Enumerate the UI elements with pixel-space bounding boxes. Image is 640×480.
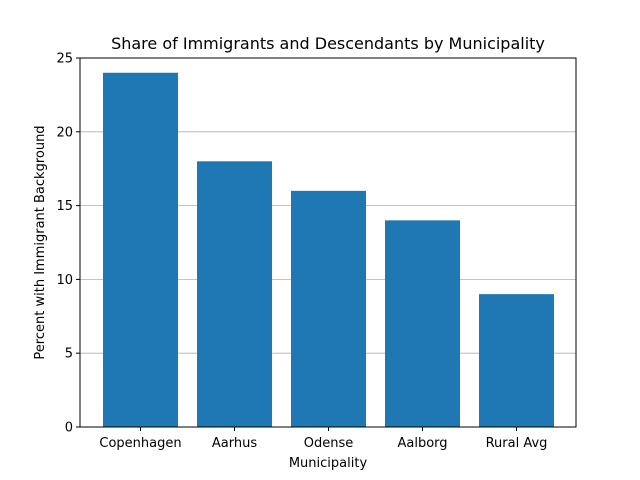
y-tick-label: 15 — [56, 199, 73, 214]
bar — [291, 190, 366, 427]
x-tick-label: Aarhus — [212, 436, 257, 451]
y-tick-label: 10 — [56, 273, 73, 288]
y-axis: 0 5 10 15 20 25 — [56, 52, 80, 436]
y-tick-label: 20 — [56, 125, 73, 140]
bar — [479, 294, 554, 427]
x-tick-label: Aalborg — [397, 436, 447, 451]
y-axis-title: Percent with Immigrant Background — [33, 125, 48, 359]
bar — [103, 72, 178, 427]
x-axis: Copenhagen Aarhus Odense Aalborg Rural Avg — [99, 427, 547, 451]
bar — [197, 161, 272, 427]
x-tick-label: Copenhagen — [99, 436, 181, 451]
bar — [385, 220, 460, 427]
y-tick-label: 25 — [56, 52, 73, 67]
chart-title: Share of Immigrants and Descendants by M… — [111, 34, 545, 53]
x-tick-label: Odense — [304, 436, 354, 451]
y-tick-label: 0 — [65, 421, 73, 436]
x-tick-label: Rural Avg — [486, 436, 548, 451]
y-tick-label: 5 — [65, 347, 73, 362]
x-axis-title: Municipality — [289, 456, 368, 471]
bars — [103, 72, 554, 427]
